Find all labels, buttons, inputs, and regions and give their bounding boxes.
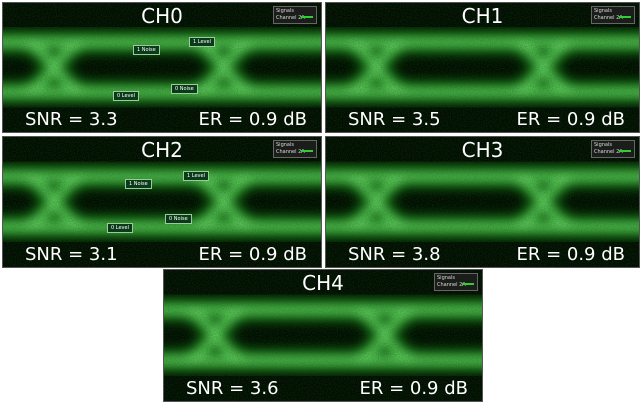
- legend-swatch: [462, 283, 474, 285]
- legend-text: Signals: [594, 8, 632, 15]
- marker-label: 1 Noise: [125, 179, 152, 189]
- er-label: ER = 0.9 dB: [359, 378, 468, 399]
- legend-text: Signals: [276, 142, 314, 149]
- legend-text: Signals: [276, 8, 314, 15]
- snr-label: SNR = 3.1: [25, 244, 118, 265]
- marker-label: 0 Level: [113, 91, 139, 101]
- er-label: ER = 0.9 dB: [198, 109, 307, 130]
- legend-swatch: [301, 150, 313, 152]
- snr-label: SNR = 3.3: [25, 109, 118, 130]
- legend-text: Signals: [594, 142, 632, 149]
- er-label: ER = 0.9 dB: [198, 244, 307, 265]
- legend-swatch: [619, 16, 631, 18]
- legend-text: Signals: [437, 275, 475, 282]
- legend-swatch: [301, 16, 313, 18]
- snr-label: SNR = 3.8: [348, 244, 441, 265]
- legend-swatch: [619, 150, 631, 152]
- er-label: ER = 0.9 dB: [516, 244, 625, 265]
- snr-label: SNR = 3.5: [348, 109, 441, 130]
- marker-label: 0 Level: [107, 223, 133, 233]
- marker-label: 1 Noise: [133, 45, 160, 55]
- snr-label: SNR = 3.6: [186, 378, 279, 399]
- er-label: ER = 0.9 dB: [516, 109, 625, 130]
- eye-diagram-grid: CH0SNR = 3.3ER = 0.9 dBSignalsChannel 2A…: [0, 0, 642, 411]
- marker-label: 0 Noise: [171, 84, 198, 94]
- marker-label: 1 Level: [189, 37, 215, 47]
- marker-label: 0 Noise: [165, 214, 192, 224]
- marker-label: 1 Level: [183, 171, 209, 181]
